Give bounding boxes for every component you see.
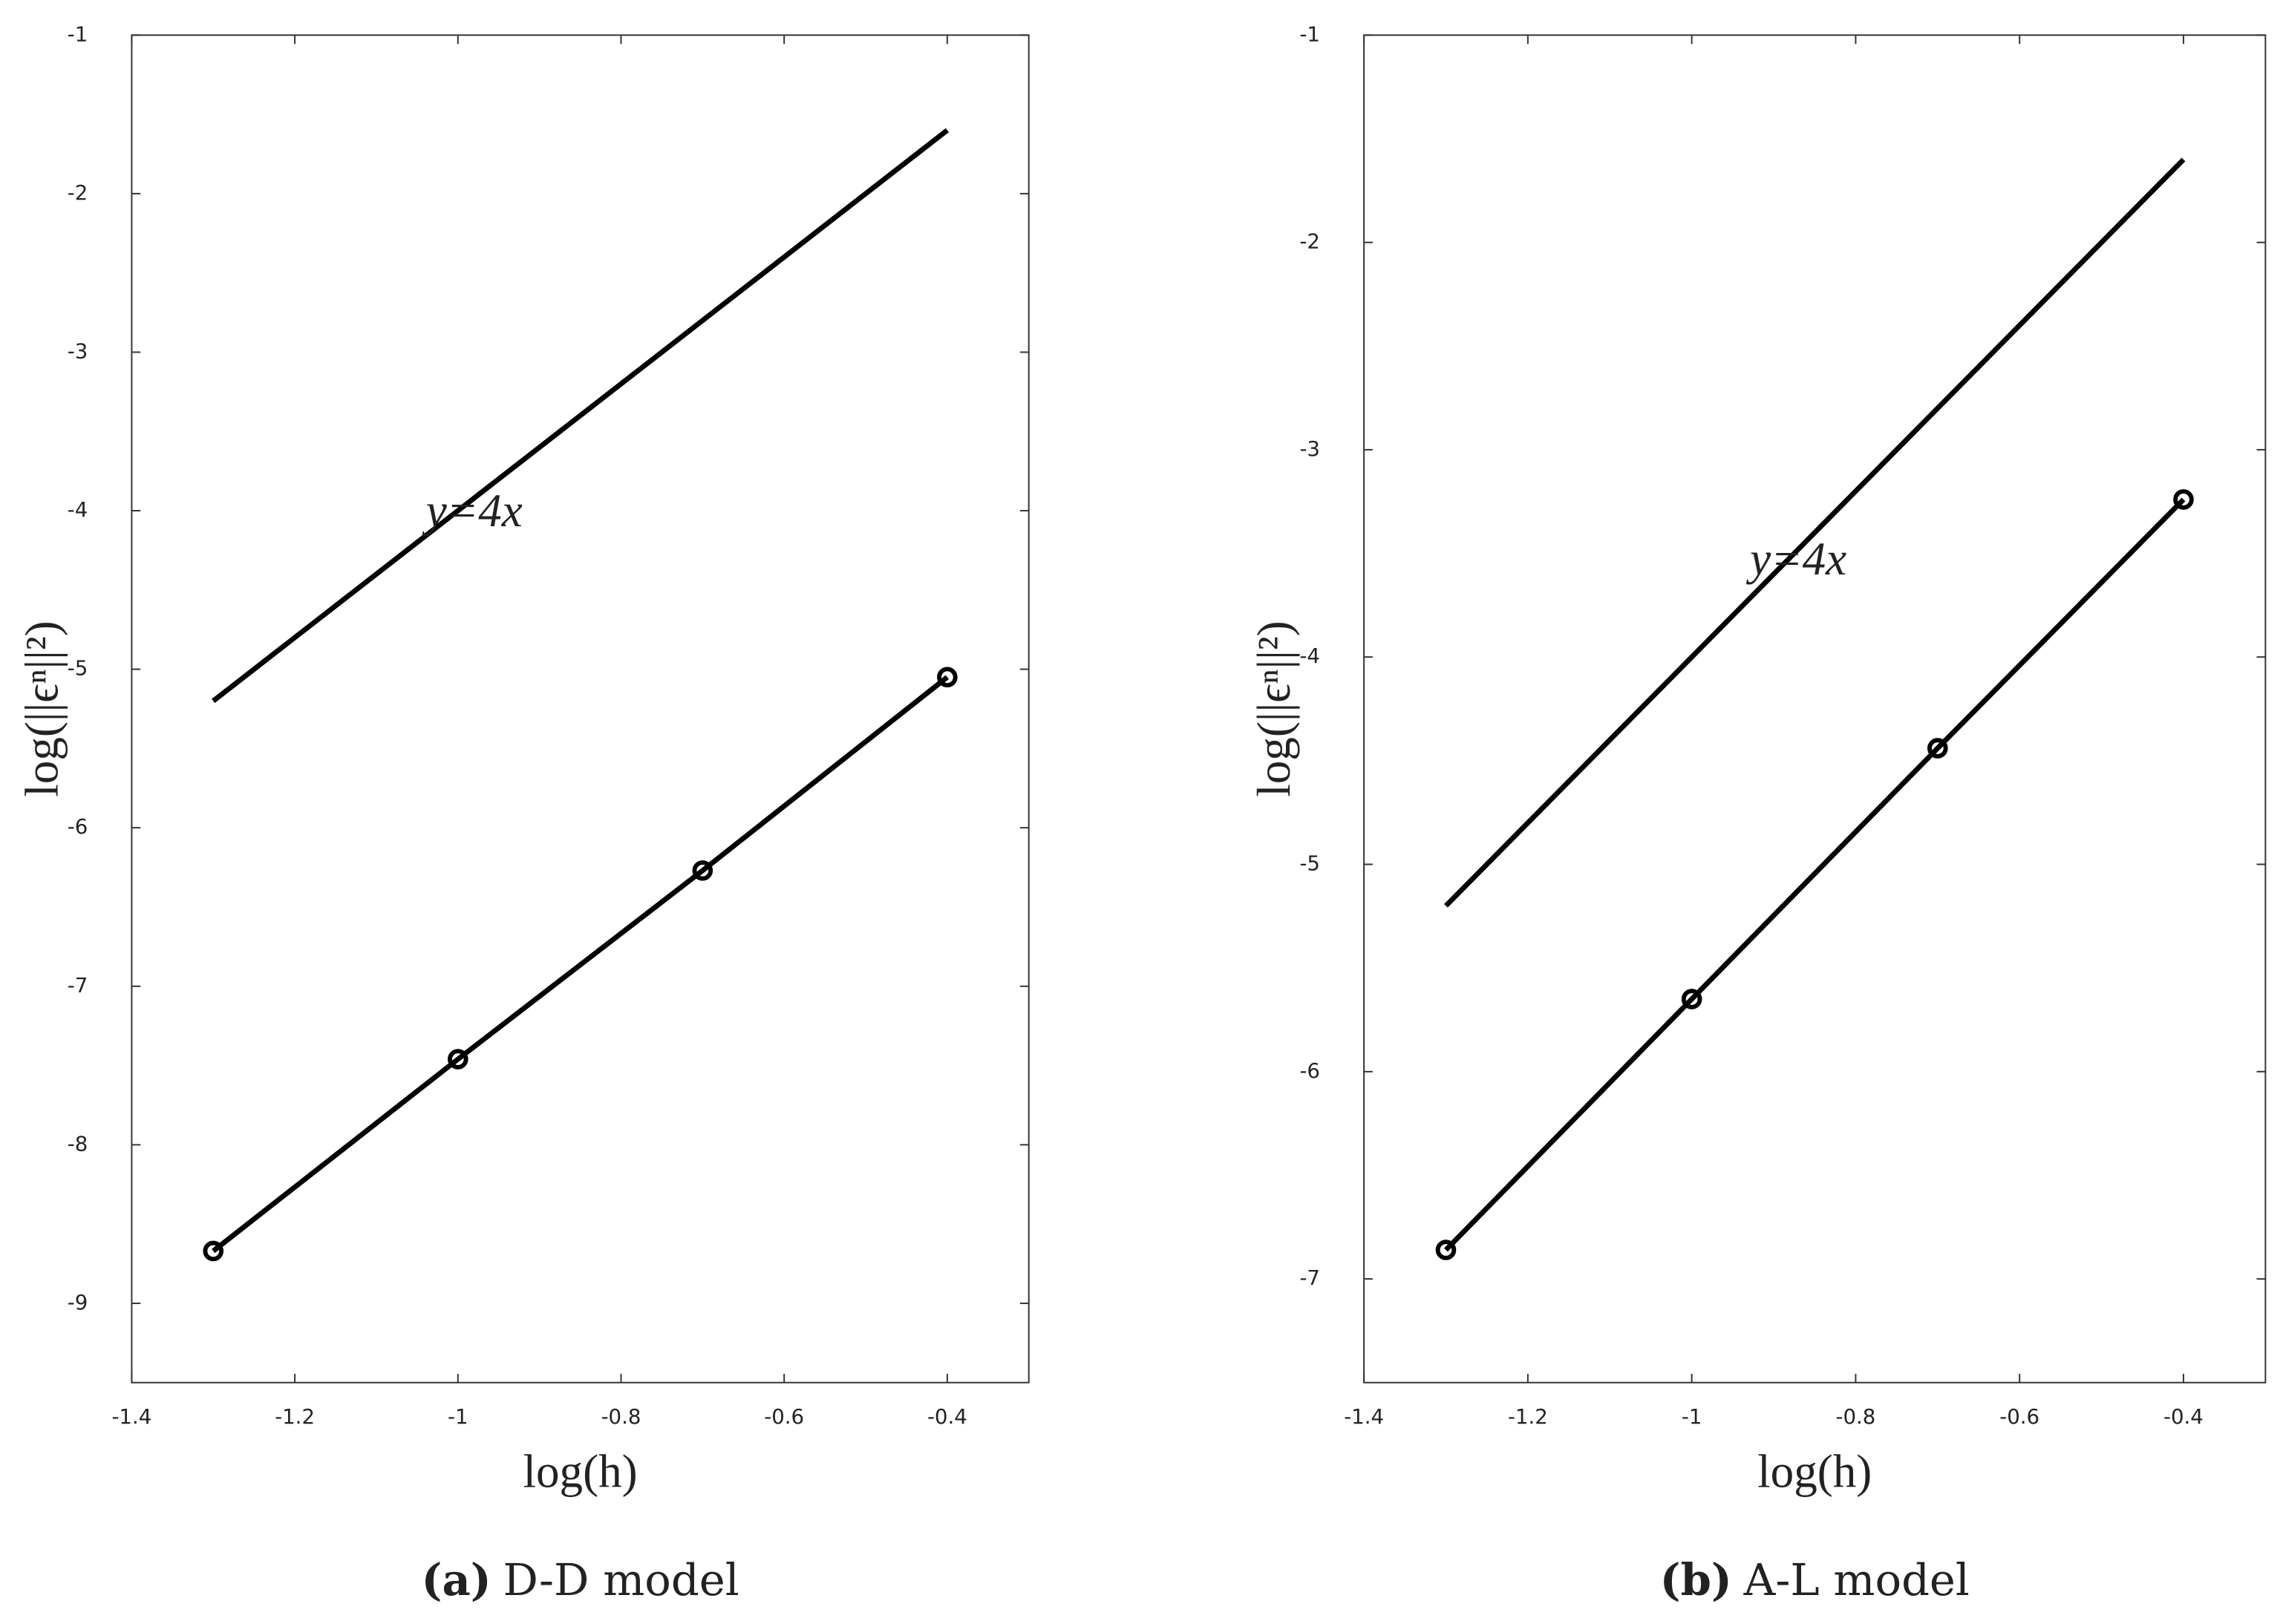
marker — [447, 1049, 468, 1070]
caption-text: A-L model — [1743, 1553, 1970, 1605]
x-axis-label: log(h) — [523, 1445, 638, 1497]
x-tick-label: -0.6 — [1999, 1404, 2039, 1429]
x-tick-label: -0.4 — [927, 1404, 967, 1429]
marker — [2173, 489, 2194, 510]
caption: (b) A-L model — [1660, 1553, 1970, 1605]
y-tick-label: -2 — [68, 180, 88, 205]
y-tick-label: -5 — [68, 656, 88, 681]
y-tick-label: -1 — [1299, 22, 1320, 46]
annotation: y=4x — [1745, 533, 1846, 585]
x-tick-label: -0.4 — [2163, 1404, 2204, 1429]
series-line — [1444, 497, 2186, 1252]
y-tick-label: -9 — [68, 1290, 88, 1314]
marker — [1927, 738, 1948, 759]
x-tick-label: -0.6 — [764, 1404, 804, 1429]
marker — [1681, 989, 1702, 1009]
y-tick-label: -1 — [68, 22, 88, 46]
series-line — [212, 128, 949, 704]
annotation: y=4x — [422, 485, 523, 537]
plot-frame — [1363, 34, 2267, 1384]
x-tick-label: -0.8 — [601, 1404, 641, 1429]
y-axis-label: log(||ϵⁿ||²) — [1248, 621, 1300, 796]
marker — [937, 667, 958, 688]
y-tick-label: -4 — [68, 497, 88, 522]
y-tick-label: -7 — [68, 973, 88, 998]
marker — [203, 1240, 224, 1262]
y-tick-label: -6 — [1299, 1058, 1320, 1083]
y-tick-label: -7 — [1299, 1266, 1320, 1290]
y-tick-label: -3 — [1299, 436, 1320, 461]
y-tick-label: -2 — [1299, 229, 1320, 254]
x-tick-label: -1.4 — [1344, 1404, 1384, 1429]
y-tick-label: -5 — [1299, 851, 1320, 876]
series-line — [212, 675, 950, 1254]
caption-text: D-D model — [503, 1553, 739, 1605]
caption-label: (a) — [421, 1553, 491, 1605]
plot-frame — [131, 34, 1030, 1384]
x-tick-label: -1.2 — [275, 1404, 315, 1429]
x-tick-label: -1.2 — [1508, 1404, 1548, 1429]
y-tick-label: -3 — [68, 338, 88, 363]
y-tick-label: -4 — [1299, 644, 1320, 668]
marker — [1435, 1240, 1457, 1260]
series-line — [1444, 157, 2186, 908]
x-axis-label: log(h) — [1757, 1445, 1872, 1497]
marker — [692, 860, 713, 881]
x-tick-label: -1 — [448, 1404, 468, 1429]
x-tick-label: -1 — [1682, 1404, 1702, 1429]
y-tick-label: -6 — [68, 814, 88, 839]
x-tick-label: -1.4 — [111, 1404, 151, 1429]
y-axis-label: log(||ϵⁿ||²) — [16, 621, 68, 796]
caption: (a) D-D model — [421, 1553, 739, 1605]
y-tick-label: -8 — [68, 1131, 88, 1156]
x-tick-label: -0.8 — [1836, 1404, 1876, 1429]
caption-label: (b) — [1660, 1553, 1732, 1605]
